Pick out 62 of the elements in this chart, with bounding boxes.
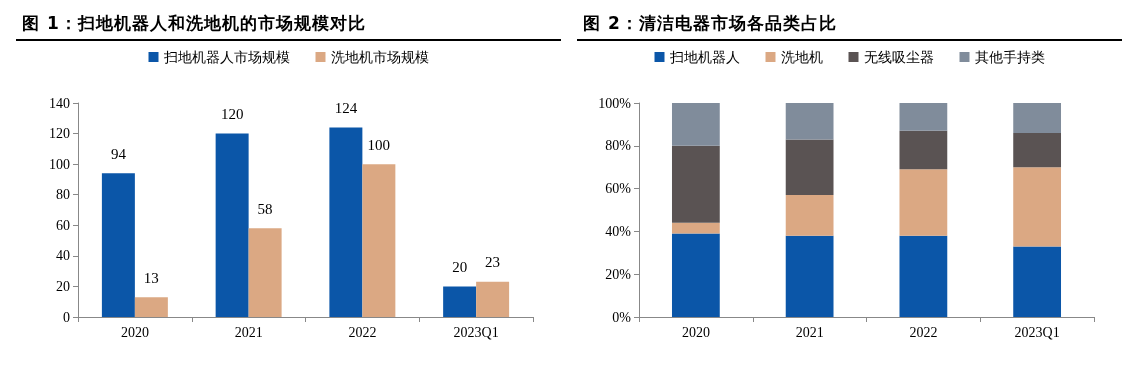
y-tick-label: 0% — [612, 309, 632, 325]
bar — [899, 169, 948, 236]
x-tick-label: 2020 — [681, 324, 710, 340]
bar — [1013, 167, 1062, 247]
y-tick-label: 140 — [49, 95, 70, 111]
bar — [899, 130, 948, 170]
data-label: 100 — [367, 136, 391, 153]
bar — [215, 133, 249, 317]
data-label: 23 — [485, 254, 501, 271]
y-tick-label: 60% — [605, 181, 632, 197]
bar — [671, 222, 720, 234]
y-tick-label: 100% — [598, 95, 632, 111]
bar — [899, 103, 948, 131]
bar — [1013, 246, 1062, 317]
legend-label: 无线吸尘器 — [863, 49, 934, 65]
bar — [362, 164, 396, 317]
x-tick-label: 2023Q1 — [1014, 324, 1060, 340]
bar — [899, 235, 948, 317]
legend-label: 洗地机市场规模 — [330, 49, 429, 65]
data-label: 120 — [220, 106, 244, 123]
bar — [134, 297, 168, 317]
x-tick-label: 2021 — [795, 324, 824, 340]
chart-title: 图 1：扫地机器人和洗地机的市场规模对比 — [16, 8, 561, 41]
bar — [671, 103, 720, 146]
y-tick-label: 120 — [49, 126, 70, 142]
y-tick-label: 0 — [63, 309, 70, 325]
bar — [476, 281, 510, 317]
legend-label: 其他手持类 — [974, 49, 1045, 65]
x-tick-label: 2022 — [348, 324, 377, 340]
legend-label: 洗地机 — [780, 49, 823, 65]
bar — [671, 233, 720, 317]
bar — [785, 103, 834, 140]
data-label: 124 — [334, 99, 358, 116]
data-label: 13 — [143, 269, 159, 286]
x-tick-label: 2022 — [909, 324, 938, 340]
data-label: 58 — [257, 200, 273, 217]
y-tick-label: 60 — [56, 217, 70, 233]
y-tick-label: 20 — [56, 278, 70, 294]
x-tick-label: 2020 — [120, 324, 149, 340]
data-label: 20 — [452, 258, 468, 275]
data-label: 94 — [110, 145, 127, 162]
y-tick-label: 40 — [56, 248, 70, 264]
y-tick-label: 100 — [49, 156, 70, 172]
legend-label: 扫地机器人 — [668, 49, 740, 65]
bar — [785, 235, 834, 317]
bar — [785, 139, 834, 196]
bar — [101, 173, 135, 317]
bar — [1013, 132, 1062, 168]
y-tick-label: 20% — [605, 266, 632, 282]
bar — [1013, 103, 1062, 133]
bar — [443, 286, 477, 317]
y-tick-label: 80% — [605, 138, 632, 154]
y-tick-label: 80 — [56, 187, 70, 203]
bar — [785, 195, 834, 236]
legend-label: 扫地机器人市场规模 — [162, 49, 290, 65]
chart-title: 图 2：清洁电器市场各品类占比 — [577, 8, 1122, 41]
x-tick-label: 2023Q1 — [453, 324, 499, 340]
bar — [671, 145, 720, 223]
x-tick-label: 2021 — [234, 324, 263, 340]
bar — [329, 127, 363, 317]
y-tick-label: 40% — [605, 223, 632, 239]
bar — [248, 228, 282, 317]
